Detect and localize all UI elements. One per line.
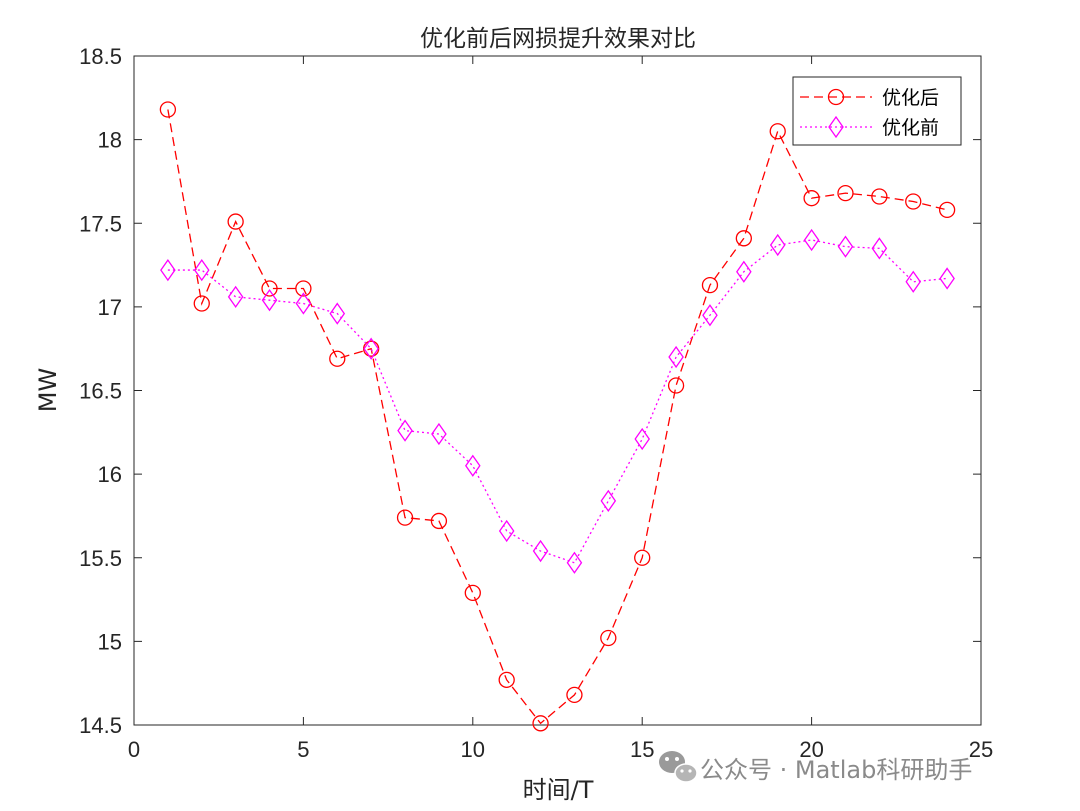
data-point-diamond [939, 267, 955, 290]
data-point-circle [871, 188, 888, 205]
legend: 优化后 优化前 [792, 76, 962, 146]
data-point-circle [498, 671, 515, 688]
data-point-diamond [736, 260, 752, 283]
y-tick-label: 17.5 [79, 211, 122, 236]
data-point-diamond [634, 427, 650, 451]
data-point-diamond [803, 228, 820, 252]
wechat-icon [659, 751, 698, 783]
data-point-diamond [227, 285, 244, 308]
watermark: 公众号 · Matlab科研助手 [659, 751, 972, 784]
legend-label-before: 优化前 [882, 117, 939, 139]
data-point-circle [701, 276, 719, 294]
y-tick-label: 18 [98, 128, 122, 153]
data-point-diamond [837, 235, 854, 258]
x-axis-label: 时间/T [523, 776, 594, 804]
data-point-circle [532, 715, 549, 732]
data-point-circle [159, 101, 177, 118]
y-tick-label: 17 [98, 295, 122, 320]
x-tick-label: 5 [297, 737, 309, 762]
x-tick-label: 20 [799, 737, 823, 762]
chart-title: 优化前后网损提升效果对比 [420, 26, 696, 52]
data-point-diamond [160, 258, 176, 282]
legend-label-after: 优化后 [882, 87, 939, 109]
data-point-circle [329, 350, 346, 367]
data-point-diamond [532, 539, 549, 563]
data-point-circle [667, 377, 685, 394]
y-tick-label: 14.5 [79, 713, 122, 738]
data-point-diamond [193, 258, 210, 282]
legend-box [792, 76, 962, 146]
data-point-diamond [905, 270, 922, 293]
data-point-diamond [566, 551, 583, 574]
data-point-circle [837, 184, 854, 202]
data-point-diamond [498, 519, 515, 543]
data-point-circle [735, 230, 752, 247]
y-axis: 14.5 15 15.5 16 16.5 17 17.5 18 18.5 [79, 44, 981, 738]
series-layer [159, 101, 956, 732]
data-point-diamond [363, 337, 379, 360]
data-point-circle [600, 629, 617, 647]
x-axis: 0 5 10 15 20 25 [128, 56, 993, 762]
data-point-circle [905, 193, 922, 210]
data-point-circle [193, 295, 210, 312]
data-point-circle [261, 280, 278, 297]
data-point-circle [295, 280, 312, 297]
y-tick-label: 18.5 [79, 44, 122, 69]
data-point-circle [634, 549, 651, 566]
data-point-circle [396, 509, 414, 526]
data-point-circle [769, 123, 786, 140]
x-tick-label: 15 [630, 737, 654, 762]
x-tick-label: 10 [461, 737, 485, 762]
data-point-diamond [329, 302, 346, 325]
y-tick-label: 16.5 [79, 379, 122, 404]
y-tick-label: 15.5 [79, 546, 122, 571]
data-point-diamond [431, 422, 447, 446]
legend-marker-after [827, 88, 845, 106]
y-tick-label: 16 [98, 462, 122, 487]
x-tick-label: 25 [969, 737, 993, 762]
data-point-circle [803, 190, 820, 207]
data-point-circle [227, 213, 244, 230]
data-point-circle [430, 512, 448, 530]
legend-marker-before [828, 115, 844, 139]
data-point-diamond [871, 237, 888, 260]
data-point-circle [938, 201, 956, 219]
data-point-circle [464, 584, 481, 602]
y-tick-label: 15 [98, 629, 122, 654]
series-before [160, 228, 955, 574]
data-point-diamond [465, 454, 481, 477]
data-point-circle [566, 686, 583, 704]
data-point-diamond [702, 304, 718, 327]
y-axis-label: MW [34, 368, 62, 412]
data-point-diamond [397, 419, 413, 442]
data-point-diamond [261, 289, 278, 312]
data-point-diamond [769, 233, 786, 257]
series-line [167, 109, 948, 725]
x-tick-label: 0 [128, 737, 140, 762]
data-point-diamond [295, 292, 312, 315]
data-point-diamond [600, 489, 617, 513]
data-point-diamond [668, 345, 684, 369]
plot-area [133, 55, 982, 726]
watermark-text: 公众号 · Matlab科研助手 [700, 756, 972, 784]
